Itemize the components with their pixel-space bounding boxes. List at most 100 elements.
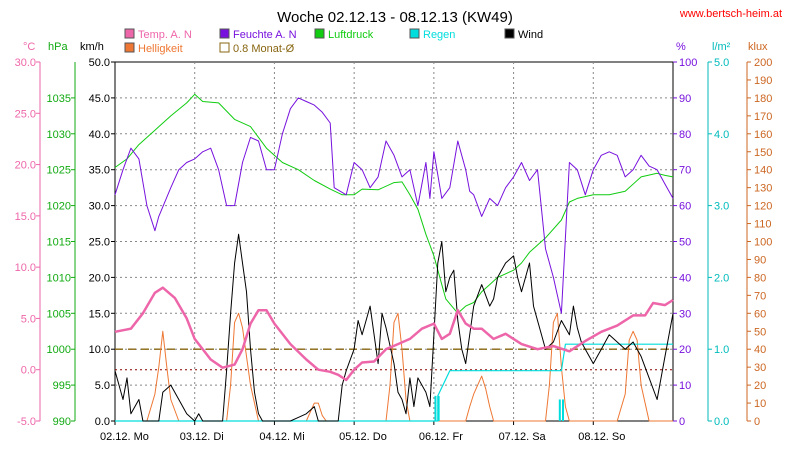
axes: -5.00.05.010.015.020.025.030.09909951000… xyxy=(15,41,773,443)
lux-axis-tick-label: 40 xyxy=(754,344,766,356)
legend-swatch xyxy=(504,28,515,39)
legend-swatch xyxy=(124,42,135,53)
humidity-axis-tick-label: 90 xyxy=(679,93,691,105)
lux-axis-tick-label: 110 xyxy=(754,219,772,231)
wind-axis-tick-label: 10.0 xyxy=(89,344,110,356)
legend-label: Helligkeit xyxy=(138,43,183,55)
legend-entry: 0.8 Monat-Ø xyxy=(219,42,295,55)
rain-axis-tick-label: 0.0 xyxy=(714,416,729,428)
series-layer xyxy=(114,93,674,422)
brightness-line xyxy=(115,312,673,422)
legend-label: 0.8 Monat-Ø xyxy=(233,43,295,55)
temp-axis-tick-label: -5.0 xyxy=(17,416,36,428)
lux-axis-tick-label: 170 xyxy=(754,111,772,123)
wind-axis-tick-label: 40.0 xyxy=(89,129,110,141)
rain-bar xyxy=(437,395,440,421)
x-tick-label: 02.12. Mo xyxy=(100,431,149,443)
rain-axis-tick-label: 4.0 xyxy=(714,129,729,141)
legend-swatch xyxy=(124,28,135,39)
rain-bar xyxy=(561,399,564,421)
pressure-axis-tick-label: 1030 xyxy=(47,129,71,141)
temp-axis-tick-label: 10.0 xyxy=(15,262,36,274)
wind-axis-tick-label: 45.0 xyxy=(89,93,110,105)
lux-axis-tick-label: 150 xyxy=(754,147,772,159)
lux-axis-tick-label: 140 xyxy=(754,165,772,177)
legend-swatch xyxy=(409,28,420,39)
lux-axis-tick-label: 190 xyxy=(754,75,772,87)
pressure-axis-tick-label: 1015 xyxy=(47,237,71,249)
temp-axis-tick-label: 5.0 xyxy=(21,313,36,325)
lux-axis-tick-label: 200 xyxy=(754,57,772,69)
lux-axis-tick-label: 130 xyxy=(754,183,772,195)
humidity-axis-tick-label: 80 xyxy=(679,129,691,141)
pressure-axis-tick-label: 1035 xyxy=(47,93,71,105)
source-link[interactable]: www.bertsch-heim.at xyxy=(679,8,782,20)
lux-axis-tick-label: 160 xyxy=(754,129,772,141)
legend-label: Regen xyxy=(423,29,455,41)
rain-axis-tick-label: 3.0 xyxy=(714,201,729,213)
pressure-axis-tick-label: 1010 xyxy=(47,272,71,284)
humidity-axis-tick-label: 70 xyxy=(679,165,691,177)
lux-axis-tick-label: 20 xyxy=(754,380,766,392)
wind-axis-title: km/h xyxy=(80,41,104,53)
lux-axis-tick-label: 70 xyxy=(754,290,766,302)
rain-axis-tick-label: 1.0 xyxy=(714,344,729,356)
x-tick-label: 04.12. Mi xyxy=(259,431,304,443)
lux-axis-tick-label: 180 xyxy=(754,93,772,105)
legend: Temp. A. N Helligkeit Feuchte A. N 0.8 Mona… xyxy=(124,28,543,55)
lux-axis-title: klux xyxy=(748,41,768,53)
wind-axis-tick-label: 35.0 xyxy=(89,165,110,177)
temperature-line xyxy=(114,286,674,382)
humidity-axis-tick-label: 50 xyxy=(679,237,691,249)
humidity-line xyxy=(114,97,674,314)
x-tick-label: 03.12. Di xyxy=(180,431,224,443)
rain-axis-tick-label: 2.0 xyxy=(714,272,729,284)
wind-axis-tick-label: 15.0 xyxy=(89,308,110,320)
chart-title: Woche 02.12.13 - 08.12.13 (KW49) xyxy=(277,9,513,26)
legend-label: Luftdruck xyxy=(328,29,374,41)
legend-swatch xyxy=(219,42,230,53)
rain-axis-tick-label: 5.0 xyxy=(714,57,729,69)
humidity-axis-tick-label: 30 xyxy=(679,308,691,320)
humidity-axis-tick-label: 10 xyxy=(679,380,691,392)
rain-bar xyxy=(558,399,561,421)
temp-axis-tick-label: 0.0 xyxy=(21,365,36,377)
wind-axis-tick-label: 5.0 xyxy=(95,380,110,392)
humidity-axis-tick-label: 0 xyxy=(679,416,685,428)
temp-axis-tick-label: 30.0 xyxy=(15,57,36,69)
humidity-axis-tick-label: 40 xyxy=(679,272,691,284)
x-tick-label: 08.12. So xyxy=(578,431,625,443)
legend-label: Wind xyxy=(518,29,543,41)
humidity-axis-tick-label: 60 xyxy=(679,201,691,213)
temp-axis-title: °C xyxy=(23,41,35,53)
wind-axis-tick-label: 30.0 xyxy=(89,201,110,213)
legend-entry: Helligkeit xyxy=(124,42,183,55)
pressure-axis-tick-label: 995 xyxy=(53,380,71,392)
wind-axis-tick-label: 0.0 xyxy=(95,416,110,428)
legend-entry: Feuchte A. N xyxy=(219,28,297,41)
x-tick-label: 05.12. Do xyxy=(339,431,387,443)
pressure-axis-tick-label: 1005 xyxy=(47,308,71,320)
rain-bar xyxy=(434,395,437,421)
lux-axis-tick-label: 80 xyxy=(754,272,766,284)
temp-axis-tick-label: 25.0 xyxy=(15,108,36,120)
legend-entry: Wind xyxy=(504,28,543,41)
humidity-axis-tick-label: 20 xyxy=(679,344,691,356)
rain-axis-title: l/m² xyxy=(712,41,731,53)
pressure-line xyxy=(114,93,674,314)
pressure-axis-tick-label: 990 xyxy=(53,416,71,428)
lux-axis-tick-label: 120 xyxy=(754,201,772,213)
pressure-axis-tick-label: 1020 xyxy=(47,201,71,213)
wind-line xyxy=(114,233,674,422)
legend-entry: Temp. A. N xyxy=(124,28,192,41)
wind-axis-tick-label: 50.0 xyxy=(89,57,110,69)
humidity-axis-title: % xyxy=(676,41,686,53)
pressure-axis-tick-label: 1000 xyxy=(47,344,71,356)
legend-entry: Regen xyxy=(409,28,455,41)
legend-label: Feuchte A. N xyxy=(233,29,297,41)
legend-swatch xyxy=(314,28,325,39)
x-tick-label: 06.12. Fr xyxy=(419,431,463,443)
wind-axis-tick-label: 20.0 xyxy=(89,272,110,284)
lux-axis-tick-label: 10 xyxy=(754,398,766,410)
